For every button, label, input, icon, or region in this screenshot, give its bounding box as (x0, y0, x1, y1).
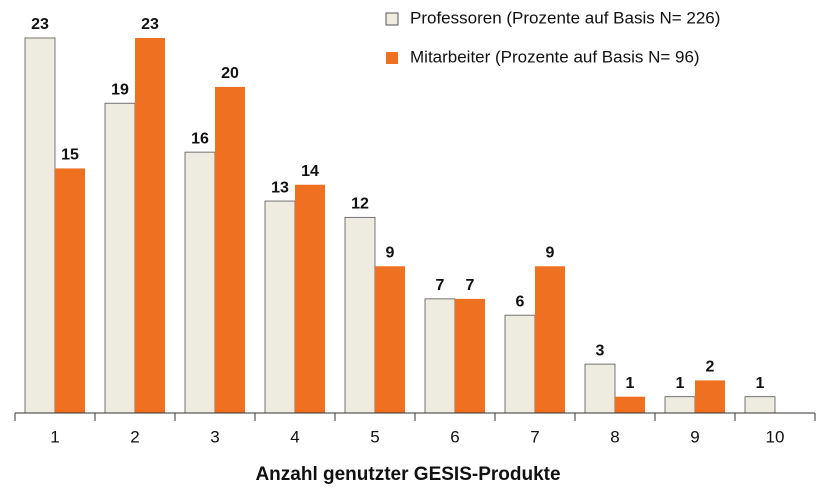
bar (104, 102, 136, 414)
x-tick-label: 4 (290, 427, 299, 446)
value-label: 1 (676, 375, 685, 392)
value-label: 7 (436, 277, 445, 294)
x-tick-label: 2 (130, 427, 139, 446)
value-label: 12 (351, 196, 369, 213)
x-tick-label: 5 (370, 427, 379, 446)
value-label: 1 (626, 375, 635, 392)
legend-label: Mitarbeiter (Prozente auf Basis N= 96) (410, 47, 700, 66)
value-label: 23 (31, 16, 49, 33)
bar (424, 298, 456, 414)
bar (184, 151, 216, 414)
bar (535, 266, 565, 413)
bar (295, 184, 325, 413)
x-tick-label: 6 (450, 427, 459, 446)
x-tick-label: 7 (530, 427, 539, 446)
x-tick-label: 1 (50, 427, 59, 446)
value-label: 20 (221, 65, 239, 82)
bar (615, 396, 645, 413)
value-label: 19 (111, 81, 129, 98)
bar (215, 86, 245, 414)
value-label: 9 (546, 244, 555, 261)
legend-swatch (386, 52, 398, 64)
value-label: 14 (301, 163, 319, 180)
value-label: 16 (191, 130, 209, 147)
x-tick-label: 9 (690, 427, 699, 446)
value-label: 2 (706, 359, 715, 376)
bar (375, 266, 405, 413)
x-tick-label: 3 (210, 427, 219, 446)
value-label: 3 (596, 342, 605, 359)
value-label: 9 (386, 244, 395, 261)
bar (344, 216, 376, 414)
bar (455, 298, 485, 413)
x-axis-label: Anzahl genutzter GESIS-Produkte (255, 464, 560, 485)
bar (584, 363, 616, 414)
bar (744, 396, 776, 414)
bar (135, 38, 165, 413)
bar (504, 314, 536, 414)
bar (55, 168, 85, 413)
value-label: 7 (466, 277, 475, 294)
value-label: 13 (271, 179, 289, 196)
x-tick-label: 8 (610, 427, 619, 446)
value-label: 6 (516, 293, 525, 310)
bar (695, 380, 725, 413)
legend-swatch (385, 12, 399, 26)
value-label: 1 (756, 375, 765, 392)
value-label: 23 (141, 16, 159, 33)
bar (264, 200, 296, 414)
legend-label: Professoren (Prozente auf Basis N= 226) (410, 8, 720, 27)
bar (24, 37, 56, 414)
x-tick-label: 10 (766, 427, 785, 446)
bar (664, 396, 696, 414)
value-label: 15 (61, 147, 79, 164)
